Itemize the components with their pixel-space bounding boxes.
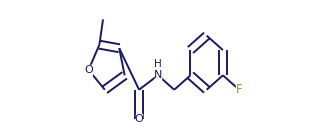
Text: H: H [154, 59, 162, 69]
Text: O: O [84, 65, 93, 75]
Text: O: O [135, 114, 143, 124]
Bar [136, 114, 142, 124]
Text: N: N [154, 70, 162, 80]
Bar [155, 70, 161, 80]
Text: F: F [236, 83, 242, 96]
Bar [236, 85, 242, 95]
Bar [85, 65, 92, 75]
